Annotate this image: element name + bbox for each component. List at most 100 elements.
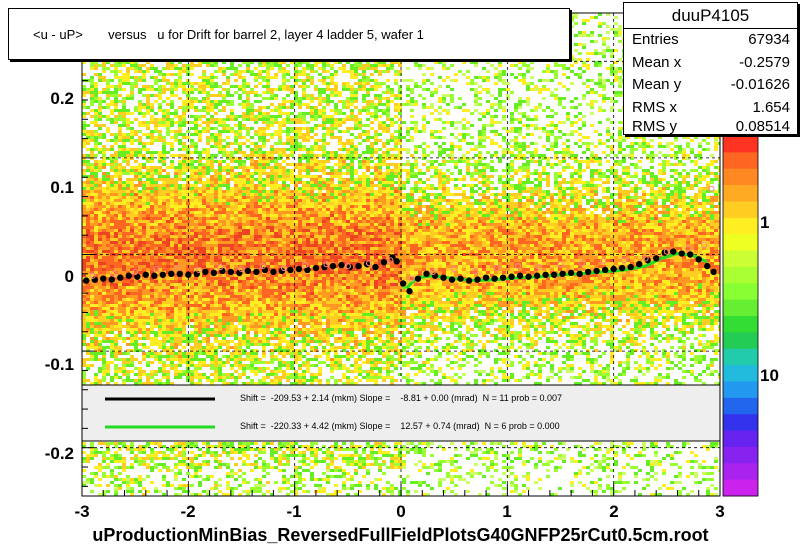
heatmap-cell [242,271,246,274]
heatmap-cell [266,202,270,205]
heatmap-cell [230,64,234,67]
heatmap-cell [146,160,150,163]
heatmap-cell [142,220,146,223]
heatmap-cell [266,361,270,364]
heatmap-cell [122,301,126,304]
heatmap-cell [194,280,198,283]
heatmap-cell [230,286,234,289]
heatmap-cell [226,307,230,310]
heatmap-cell [122,298,126,301]
heatmap-cell [158,304,162,307]
heatmap-cell [138,103,142,106]
heatmap-cell [262,169,266,172]
heatmap-cell [178,106,182,109]
heatmap-cell [114,121,118,124]
heatmap-cell [150,343,154,346]
heatmap-cell [86,229,90,232]
heatmap-cell [114,382,118,385]
heatmap-cell [162,217,166,220]
heatmap-cell [82,343,86,346]
heatmap-cell [150,304,154,307]
heatmap-cell [158,361,162,364]
heatmap-cell [110,328,114,331]
heatmap-cell [182,346,186,349]
heatmap-cell [190,370,194,373]
heatmap-cell [82,379,86,382]
heatmap-cell [90,94,94,97]
heatmap-cell [262,226,266,229]
heatmap-cell [198,61,202,64]
heatmap-cell [170,382,174,385]
heatmap-cell [110,301,114,304]
heatmap-cell [194,493,198,496]
heatmap-cell [210,229,214,232]
heatmap-cell [218,184,222,187]
heatmap-cell [162,313,166,316]
heatmap-cell [258,166,262,169]
heatmap-cell [266,211,270,214]
heatmap-cell [266,85,270,88]
heatmap-cell [214,187,218,190]
heatmap-cell [174,166,178,169]
heatmap-cell [162,163,166,166]
heatmap-cell [242,307,246,310]
heatmap-cell [114,442,118,445]
heatmap-cell [126,70,130,73]
heatmap-cell [134,220,138,223]
heatmap-cell [126,349,130,352]
heatmap-cell [238,217,242,220]
heatmap-cell [198,340,202,343]
heatmap-cell [170,145,174,148]
heatmap-cell [166,208,170,211]
heatmap-cell [198,193,202,196]
heatmap-cell [98,202,102,205]
heatmap-cell [98,97,102,100]
heatmap-cell [138,337,142,340]
heatmap-cell [246,82,250,85]
heatmap-cell [210,85,214,88]
heatmap-cell [234,370,238,373]
heatmap-cell [158,190,162,193]
heatmap-cell [190,337,194,340]
heatmap-cell [126,127,130,130]
heatmap-cell [102,232,106,235]
heatmap-cell [98,241,102,244]
heatmap-cell [154,214,158,217]
heatmap-cell [122,292,126,295]
heatmap-cell [178,286,182,289]
heatmap-cell [170,199,174,202]
heatmap-cell [154,301,158,304]
heatmap-cell [118,247,122,250]
heatmap-cell [266,367,270,370]
heatmap-cell [186,376,190,379]
heatmap-cell [106,448,110,451]
heatmap-cell [82,103,86,106]
heatmap-cell [170,100,174,103]
heatmap-cell [246,166,250,169]
heatmap-cell [262,256,266,259]
heatmap-cell [206,130,210,133]
heatmap-cell [198,256,202,259]
heatmap-cell [238,343,242,346]
heatmap-cell [182,178,186,181]
heatmap-cell [114,337,118,340]
heatmap-cell [250,211,254,214]
heatmap-cell [182,271,186,274]
heatmap-cell [146,157,150,160]
heatmap-cell [198,199,202,202]
heatmap-cell [158,70,162,73]
heatmap-cell [226,382,230,385]
heatmap-cell [114,220,118,223]
heatmap-cell [110,154,114,157]
heatmap-cell [210,232,214,235]
heatmap-cell [162,76,166,79]
heatmap-cell [218,226,222,229]
heatmap-cell [122,100,126,103]
heatmap-cell [194,475,198,478]
heatmap-cell [262,85,266,88]
heatmap-cell [114,175,118,178]
heatmap-cell [218,265,222,268]
heatmap-cell [234,238,238,241]
heatmap-cell [82,247,86,250]
heatmap-cell [206,223,210,226]
